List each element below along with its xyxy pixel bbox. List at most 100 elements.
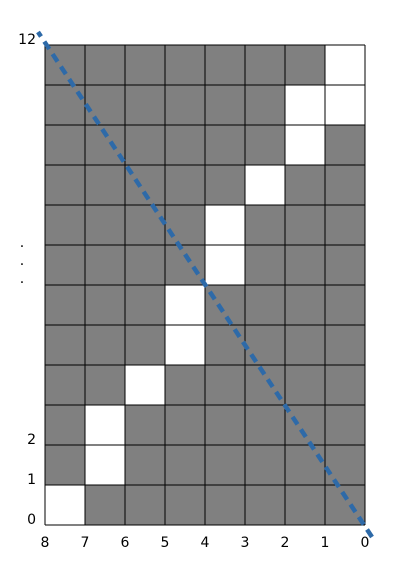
filled-cell (125, 325, 165, 365)
filled-cell (45, 45, 85, 85)
filled-cell (85, 325, 125, 365)
x-tick-label: 4 (201, 535, 210, 551)
filled-cell (85, 245, 125, 285)
filled-cell (85, 165, 125, 205)
filled-cell (45, 165, 85, 205)
filled-cell (45, 405, 85, 445)
filled-cell (165, 445, 205, 485)
empty-cell (325, 85, 365, 125)
filled-cell (205, 485, 245, 525)
x-axis-tick-labels: 8 7 6 5 4 3 2 1 0 (41, 535, 370, 551)
y-axis-ellipsis: · · · (20, 239, 24, 291)
filled-cell (165, 485, 205, 525)
filled-cell (245, 205, 285, 245)
empty-cell (165, 325, 205, 365)
filled-cell (125, 205, 165, 245)
filled-cell (85, 285, 125, 325)
filled-cell (85, 365, 125, 405)
filled-cell (205, 45, 245, 85)
filled-cell (245, 285, 285, 325)
filled-cell (45, 245, 85, 285)
filled-cell (165, 205, 205, 245)
filled-cell (125, 405, 165, 445)
y-ellipsis-dot: · (20, 275, 24, 291)
filled-cell (325, 125, 365, 165)
filled-cell (285, 405, 325, 445)
filled-cell (325, 245, 365, 285)
x-tick-label: 5 (161, 535, 170, 551)
filled-cell (165, 125, 205, 165)
filled-cell (325, 165, 365, 205)
filled-cell (325, 285, 365, 325)
filled-cell (125, 445, 165, 485)
filled-cell (165, 365, 205, 405)
filled-cell (45, 445, 85, 485)
filled-cell (125, 245, 165, 285)
filled-cell (245, 485, 285, 525)
filled-cell (285, 365, 325, 405)
filled-cell (325, 445, 365, 485)
filled-cell (205, 445, 245, 485)
x-tick-label: 3 (241, 535, 250, 551)
x-tick-label: 8 (41, 535, 50, 551)
filled-cell (85, 45, 125, 85)
filled-cell (325, 405, 365, 445)
empty-cell (285, 85, 325, 125)
filled-cell (285, 165, 325, 205)
filled-cell (285, 485, 325, 525)
x-tick-label: 7 (81, 535, 90, 551)
empty-cell (125, 365, 165, 405)
x-tick-label: 2 (281, 535, 290, 551)
empty-cell (85, 405, 125, 445)
x-tick-label: 0 (361, 535, 370, 551)
y-tick-label: 12 (18, 32, 36, 48)
filled-cell (165, 165, 205, 205)
y-tick-label: 1 (27, 472, 36, 488)
filled-cell (285, 205, 325, 245)
y-tick-label: 0 (27, 512, 36, 528)
filled-cell (285, 45, 325, 85)
filled-cell (165, 245, 205, 285)
filled-cell (205, 165, 245, 205)
filled-cell (285, 445, 325, 485)
filled-cell (125, 485, 165, 525)
filled-cell (125, 45, 165, 85)
filled-cell (45, 365, 85, 405)
y-tick-label: 2 (27, 432, 36, 448)
empty-cell (45, 485, 85, 525)
filled-cell (125, 85, 165, 125)
empty-cell (285, 125, 325, 165)
filled-cell (205, 405, 245, 445)
empty-cell (325, 45, 365, 85)
empty-cell (85, 445, 125, 485)
filled-cell (125, 125, 165, 165)
filled-cell (325, 365, 365, 405)
filled-cell (165, 45, 205, 85)
filled-cell (245, 45, 285, 85)
filled-cell (285, 245, 325, 285)
filled-cell (85, 205, 125, 245)
cells-layer (45, 45, 365, 525)
filled-cell (205, 365, 245, 405)
filled-cell (165, 85, 205, 125)
x-tick-label: 1 (321, 535, 330, 551)
diagonal-dashed-line (36, 30, 374, 539)
filled-cell (45, 205, 85, 245)
filled-cell (205, 125, 245, 165)
empty-cell (205, 205, 245, 245)
filled-cell (85, 85, 125, 125)
filled-cell (125, 285, 165, 325)
filled-cell (45, 325, 85, 365)
filled-cell (245, 325, 285, 365)
filled-cell (205, 85, 245, 125)
y-ellipsis-dot: · (20, 257, 24, 273)
filled-cell (245, 85, 285, 125)
empty-cell (245, 165, 285, 205)
filled-cell (85, 485, 125, 525)
filled-cell (45, 125, 85, 165)
filled-cell (165, 405, 205, 445)
filled-cell (285, 285, 325, 325)
filled-cell (325, 205, 365, 245)
